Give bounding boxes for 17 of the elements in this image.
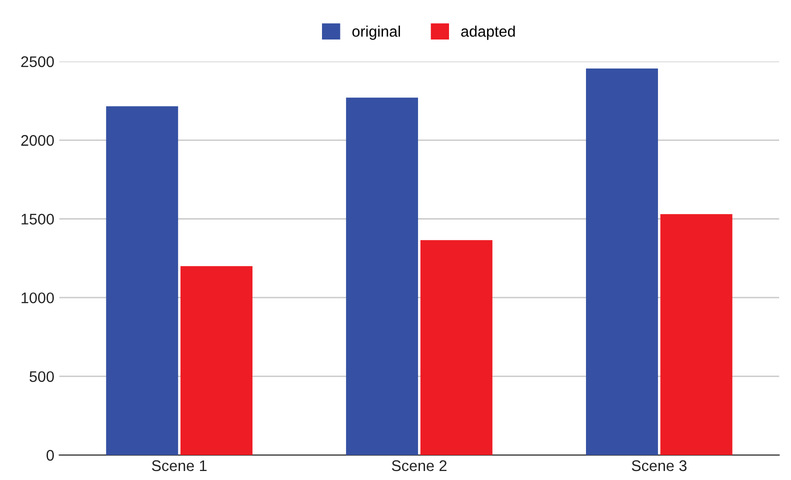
- bar: [180, 266, 252, 456]
- x-tick-label: Scene 2: [392, 460, 446, 472]
- legend-label: original: [352, 26, 400, 40]
- legend-label: adapted: [461, 26, 515, 40]
- y-tick-label: 0: [46, 450, 54, 461]
- bar: [420, 240, 492, 456]
- bar: [586, 68, 658, 456]
- bar: [660, 214, 732, 456]
- y-tick-label: 2000: [21, 135, 54, 146]
- y-tick-label: 1000: [22, 292, 54, 304]
- bar: [106, 106, 178, 456]
- x-tick-label: Scene 3: [632, 460, 687, 472]
- y-tick-label: 500: [30, 371, 54, 382]
- y-tick-label: 1500: [22, 214, 54, 225]
- bar: [346, 98, 418, 456]
- x-tick-label: Scene 1: [152, 460, 207, 472]
- y-tick-label: 2500: [21, 56, 54, 68]
